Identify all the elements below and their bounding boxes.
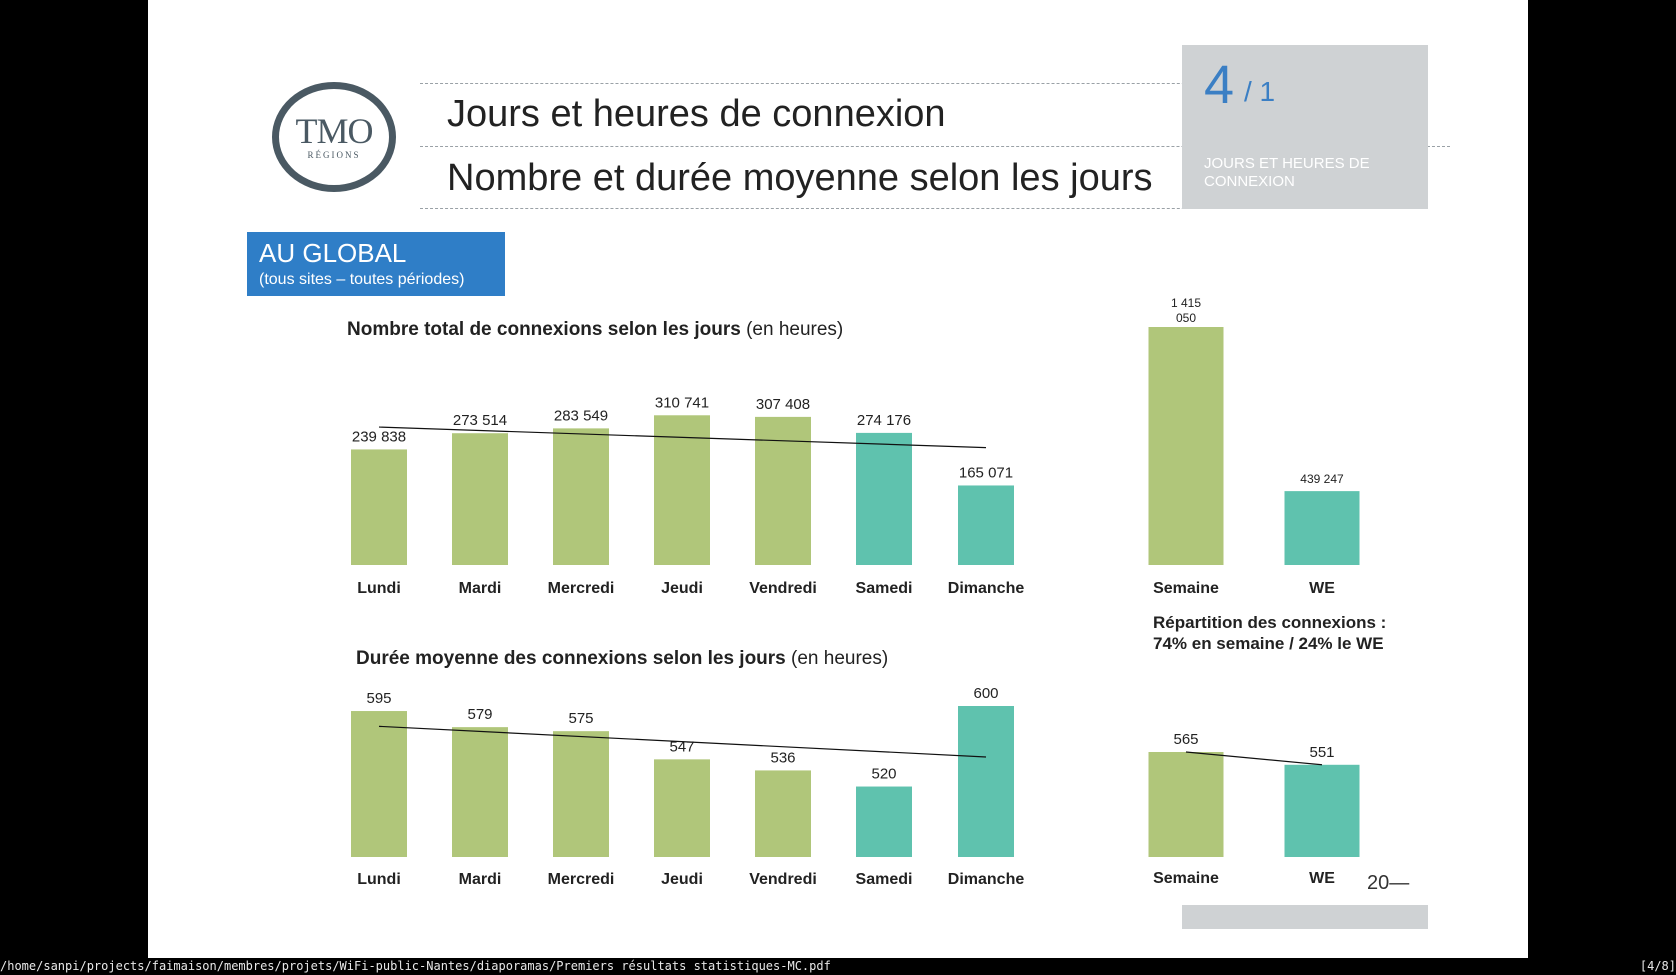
category-label-conn-week-semaine: Semaine (1153, 580, 1219, 597)
value-label-duree-lundi: 595 (366, 690, 391, 707)
title-divider-top (420, 83, 1260, 84)
category-label-duree-jeudi: Jeudi (661, 871, 703, 888)
value-label-duree-samedi: 520 (871, 766, 896, 783)
bar-conn-mardi (452, 433, 508, 565)
trendline-conn (378, 426, 987, 449)
repartition-note: Répartition des connexions : 74% en sema… (1153, 612, 1453, 654)
value-label-duree-jeudi: 547 (669, 738, 694, 755)
bar-duree-samedi (856, 786, 912, 857)
bar-conn-jeudi (654, 415, 710, 565)
value-label-duree-dimanche: 600 (973, 685, 998, 702)
category-label-duree-mercredi: Mercredi (548, 871, 615, 888)
chart-title-connexions-bold: Nombre total de connexions selon les jou… (347, 319, 741, 340)
category-label-conn-dimanche: Dimanche (948, 580, 1025, 597)
global-subtitle: (tous sites – toutes périodes) (259, 271, 465, 288)
value-label-duree-week-we: 551 (1309, 744, 1334, 761)
chart-title-duree-unit: (en heures) (791, 648, 889, 669)
value-label-conn-lundi: 239 838 (352, 428, 406, 445)
bar-conn-lundi (351, 449, 407, 565)
category-label-conn-mercredi: Mercredi (548, 580, 615, 597)
category-label-duree-lundi: Lundi (357, 871, 401, 888)
title-divider-middle (420, 146, 1450, 147)
category-label-conn-mardi: Mardi (459, 580, 502, 597)
charts-canvas: 239 838 Lundi 273 514 Mardi 283 549 Mercredi 3… (351, 296, 1360, 888)
bar-conn-week-we (1284, 491, 1360, 565)
tmo-logo: TMO RÉGIONS (272, 82, 396, 192)
repartition-note-line1: Répartition des connexions : (1153, 613, 1387, 632)
value-label-duree-vendredi: 536 (770, 749, 795, 766)
section-subnumber: / 1 (1244, 76, 1276, 107)
category-label-duree-samedi: Samedi (856, 871, 913, 888)
global-box: AU GLOBAL (tous sites – toutes périodes) (247, 232, 505, 296)
category-label-duree-week-semaine: Semaine (1153, 870, 1219, 887)
value-label-conn-samedi: 274 176 (857, 412, 911, 429)
bar-conn-mercredi (553, 428, 609, 565)
page-indicator: [4/8] (1639, 959, 1676, 973)
category-label-conn-jeudi: Jeudi (661, 580, 703, 597)
value-label-conn-week-we: 439 247 (1300, 472, 1344, 486)
bar-conn-week-semaine (1148, 327, 1224, 565)
value-label-duree-mercredi: 575 (568, 710, 593, 727)
footer-bar (1182, 905, 1428, 929)
bar-duree-mardi (452, 727, 508, 857)
trendline-duree (378, 725, 987, 758)
category-label-conn-lundi: Lundi (357, 580, 401, 597)
bar-duree-mercredi (553, 731, 609, 857)
bar-duree-week-semaine (1148, 752, 1224, 857)
value-label-conn-week-semaine: 1 415 (1171, 296, 1201, 310)
logo-main-text: TMO (295, 111, 374, 151)
section-number: 4 (1204, 55, 1235, 115)
value-label-extra-conn-week-semaine: 050 (1176, 311, 1196, 325)
logo-sub-text: RÉGIONS (307, 150, 361, 160)
file-path: /home/sanpi/projects/faimaison/membres/p… (0, 959, 831, 973)
value-label-conn-mercredi: 283 549 (554, 407, 608, 424)
global-title: AU GLOBAL (259, 238, 407, 268)
category-label-duree-vendredi: Vendredi (749, 871, 817, 888)
value-label-duree-mardi: 579 (467, 706, 492, 723)
bar-duree-week-we (1284, 764, 1360, 857)
section-label: JOURS ET HEURES DE CONNEXION (1204, 155, 1370, 190)
repartition-note-line2: 74% en semaine / 24% le WE (1153, 634, 1384, 653)
value-label-conn-jeudi: 310 741 (655, 394, 709, 411)
value-label-conn-mardi: 273 514 (453, 412, 507, 429)
page-title: Jours et heures de connexion (447, 93, 946, 135)
viewer-statusbar: /home/sanpi/projects/faimaison/membres/p… (0, 958, 1676, 975)
category-label-duree-mardi: Mardi (459, 871, 502, 888)
category-label-duree-dimanche: Dimanche (948, 871, 1025, 888)
bar-duree-dimanche (958, 706, 1014, 857)
bar-duree-lundi (351, 711, 407, 857)
value-label-duree-week-semaine: 565 (1173, 731, 1198, 748)
bar-conn-vendredi (755, 416, 811, 565)
value-label-conn-dimanche: 165 071 (959, 464, 1013, 481)
category-label-conn-samedi: Samedi (856, 580, 913, 597)
bar-duree-vendredi (755, 770, 811, 857)
slide: TMO RÉGIONS Jours et heures de connexion… (148, 0, 1528, 958)
bar-duree-jeudi (654, 759, 710, 857)
bar-conn-dimanche (958, 485, 1014, 565)
title-divider-bottom (420, 208, 1260, 209)
chart-title-connexions: Nombre total de connexions selon les jou… (347, 318, 843, 342)
chart-title-duree-bold: Durée moyenne des connexions selon les j… (356, 648, 786, 669)
category-label-duree-week-we: WE (1309, 870, 1335, 887)
category-label-conn-week-we: WE (1309, 580, 1335, 597)
chart-title-connexions-unit: (en heures) (746, 319, 844, 340)
trendline-duree-week (1185, 751, 1323, 766)
page-subtitle: Nombre et durée moyenne selon les jours (447, 157, 1153, 199)
section-box: 4 / 1 JOURS ET HEURES DE CONNEXION (1182, 45, 1428, 209)
page-number: 20— (1367, 872, 1410, 894)
chart-title-duree: Durée moyenne des connexions selon les j… (356, 647, 888, 671)
category-label-conn-vendredi: Vendredi (749, 580, 817, 597)
bar-conn-samedi (856, 432, 912, 565)
value-label-conn-vendredi: 307 408 (756, 396, 810, 413)
